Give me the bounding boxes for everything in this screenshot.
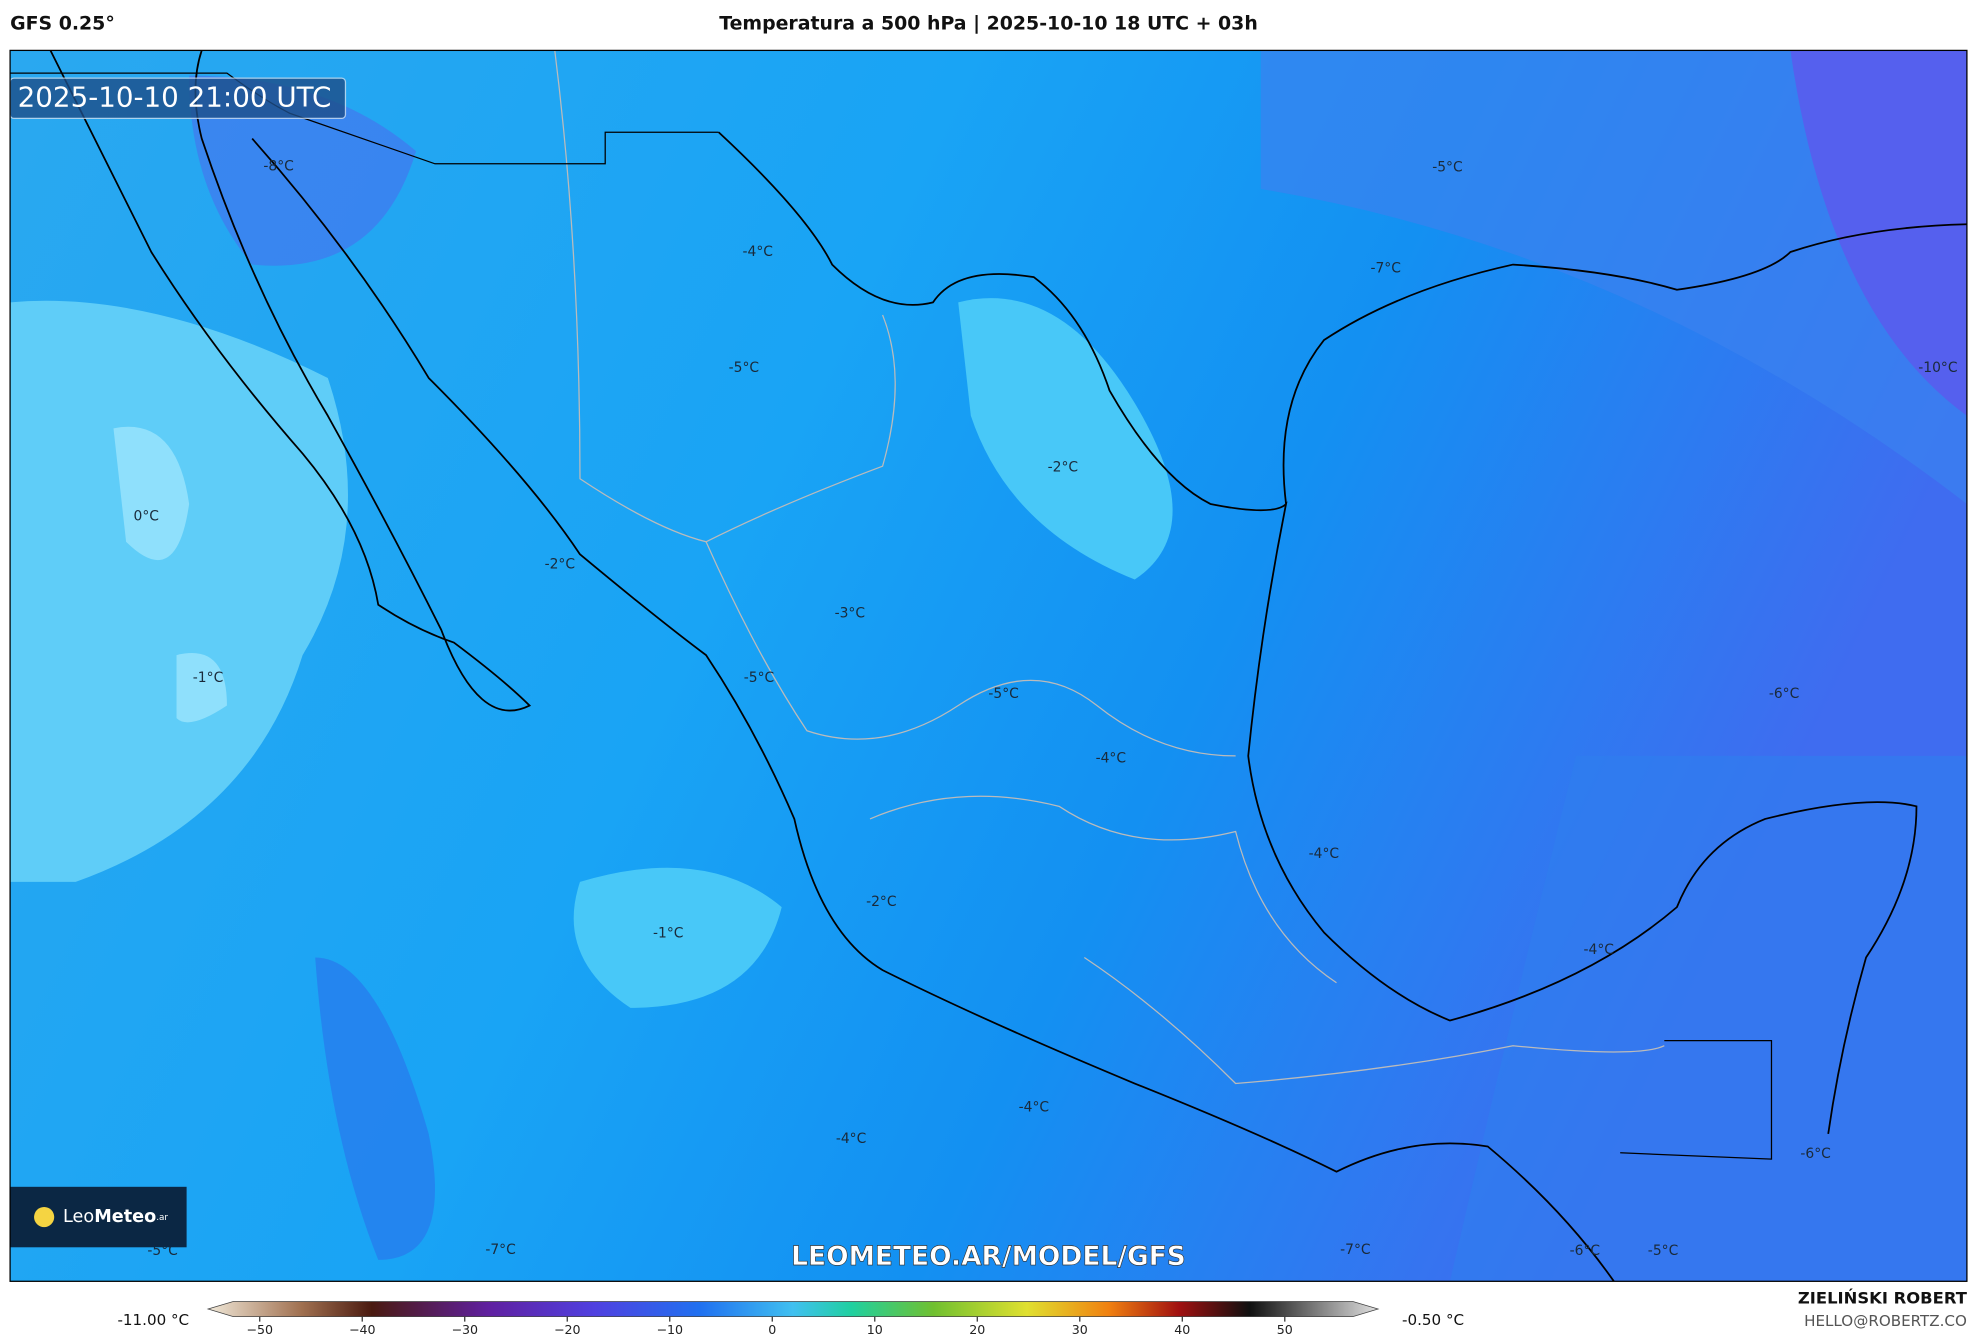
- tick-label: 0: [768, 1322, 776, 1337]
- contour-label: -7°C: [1340, 1242, 1370, 1258]
- cold-area: [1790, 50, 1967, 416]
- warm-area: [10, 300, 348, 882]
- warm-area: [176, 653, 227, 723]
- contour-label: -7°C: [485, 1242, 515, 1258]
- tick-label: −40: [349, 1322, 376, 1337]
- state-borders: [554, 50, 1665, 1085]
- cold-area: [1260, 50, 1967, 504]
- min-label: -11.00 °C: [117, 1311, 189, 1329]
- cold-area: [189, 75, 417, 266]
- contour-label: -4°C: [743, 244, 773, 260]
- logo-prefix: Leo: [63, 1207, 94, 1227]
- timestamp-box: [10, 77, 347, 120]
- email: HELLO@ROBERTZ.CO: [1804, 1312, 1967, 1330]
- map-title: Temperatura a 500 hPa | 2025-10-10 18 UT…: [719, 12, 1258, 34]
- tick-label: −50: [246, 1322, 273, 1337]
- contour-label: -2°C: [545, 556, 575, 572]
- colorbar-ticks: −50 −40 −30 −20 −10 0 10 20 30 40 50: [246, 1316, 1293, 1337]
- watermark: LEOMETEO.AR/MODEL/GFS: [791, 1241, 1186, 1272]
- map-frame: [9, 49, 1968, 1282]
- logo-tld: .ar: [156, 1213, 168, 1223]
- logo: LeoMeteo.ar: [63, 1207, 168, 1227]
- tick-label: −30: [451, 1322, 478, 1337]
- contour-label: -5°C: [729, 360, 759, 376]
- warm-area: [958, 298, 1173, 580]
- contour-label: -5°C: [1648, 1243, 1678, 1259]
- contour-label: -4°C: [1309, 846, 1339, 862]
- contour-label: -1°C: [653, 926, 683, 942]
- colorbar: [206, 1301, 1380, 1317]
- contour-label: -6°C: [1800, 1146, 1830, 1162]
- logo-sun: [34, 1206, 55, 1228]
- tick-label: 50: [1277, 1322, 1293, 1337]
- tick-label: 20: [969, 1322, 985, 1337]
- warm-area: [113, 426, 190, 561]
- contour-label: -2°C: [866, 894, 896, 910]
- cold-area: [315, 957, 435, 1260]
- contour-label: 0°C: [134, 509, 159, 525]
- model-label: GFS 0.25°: [10, 12, 115, 34]
- cold-area: [1449, 755, 1967, 1282]
- contour-label: -4°C: [1019, 1099, 1049, 1115]
- author: ZIELIŃSKI ROBERT: [1798, 1288, 1968, 1307]
- logo-suffix: Meteo: [94, 1207, 156, 1227]
- contour-label: -6°C: [1570, 1243, 1600, 1259]
- max-label: -0.50 °C: [1402, 1311, 1464, 1329]
- coastline: [49, 50, 1967, 1282]
- contour-labels: -8°C -4°C -5°C -7°C -5°C -10°C -2°C 0°C -2°C -3°C…: [134, 158, 1958, 1259]
- contour-label: -4°C: [836, 1131, 866, 1147]
- contour-label: -1°C: [193, 670, 223, 686]
- tick-label: −10: [656, 1322, 683, 1337]
- contour-label: -5°C: [744, 670, 774, 686]
- contour-label: -4°C: [1584, 942, 1614, 958]
- border: [1620, 1040, 1773, 1160]
- contour-label: -7°C: [1370, 260, 1400, 276]
- tick-label: 40: [1174, 1322, 1190, 1337]
- timestamp: 2025-10-10 21:00 UTC: [18, 80, 332, 113]
- contour-label: -8°C: [263, 158, 293, 174]
- contour-label: -2°C: [1048, 459, 1078, 475]
- tick-label: 30: [1072, 1322, 1088, 1337]
- map: -8°C -4°C -5°C -7°C -5°C -10°C -2°C 0°C -2°C -3°C…: [10, 50, 1967, 1282]
- tick-label: 10: [867, 1322, 883, 1337]
- contour-label: -3°C: [835, 606, 865, 622]
- contour-label: -6°C: [1769, 686, 1799, 702]
- tick-label: −20: [554, 1322, 581, 1337]
- contour-label: -5°C: [988, 686, 1018, 702]
- contour-label: -4°C: [1096, 750, 1126, 766]
- contour-label: -10°C: [1918, 360, 1957, 376]
- contour-label: -5°C: [1432, 160, 1462, 176]
- warm-area: [573, 867, 782, 1008]
